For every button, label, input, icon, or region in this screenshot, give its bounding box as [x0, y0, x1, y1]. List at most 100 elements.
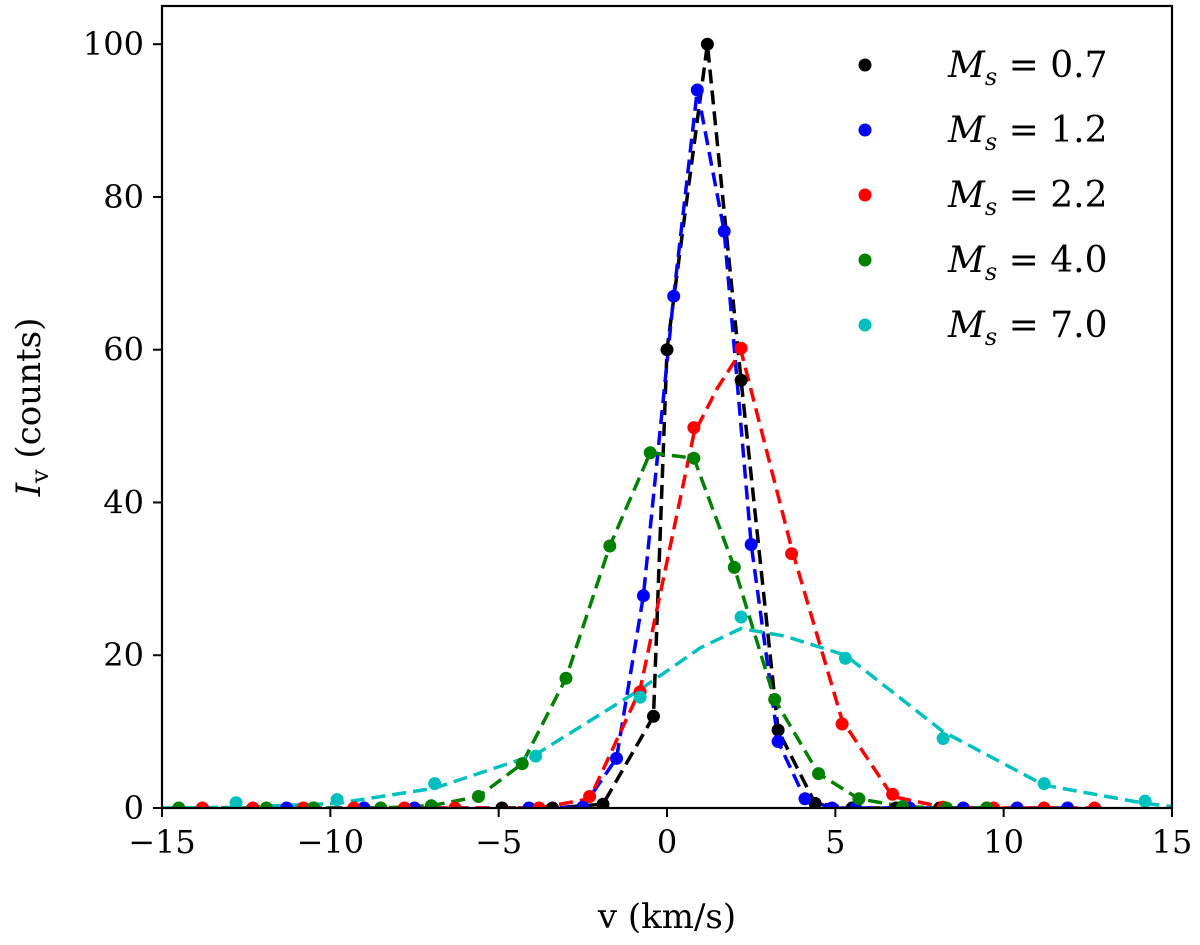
- data-point-series-3: [307, 801, 320, 808]
- data-point-series-4: [229, 796, 243, 808]
- data-point-series-2: [195, 801, 209, 808]
- legend-marker-2: [858, 188, 872, 202]
- data-point-series-3: [727, 560, 741, 574]
- data-point-series-4: [1037, 777, 1051, 791]
- data-point-series-4: [330, 793, 344, 807]
- x-tick-label: 0: [657, 823, 677, 861]
- data-point-series-3: [896, 800, 910, 808]
- data-point-series-2: [785, 547, 799, 561]
- data-point-series-4: [734, 610, 748, 624]
- legend-label-4: Ms = 7.0: [947, 305, 1108, 351]
- data-point-series-3: [472, 790, 485, 803]
- data-point-series-1: [771, 735, 785, 748]
- data-point-series-4: [1138, 794, 1152, 808]
- x-tick-label: −15: [128, 823, 196, 861]
- data-point-series-1: [357, 801, 371, 808]
- data-point-series-3: [939, 801, 953, 808]
- data-point-series-1: [610, 751, 623, 765]
- legend-marker-1: [858, 123, 872, 137]
- data-point-series-1: [1061, 801, 1075, 808]
- data-point-series-2: [734, 341, 748, 355]
- data-point-series-3: [172, 801, 186, 808]
- data-point-series-1: [956, 801, 970, 808]
- data-point-series-4: [428, 777, 442, 791]
- series-line-3: [178, 450, 987, 808]
- data-point-series-4: [936, 732, 950, 745]
- x-axis-label: v (km/s): [597, 897, 736, 937]
- data-point-series-0: [660, 343, 674, 357]
- y-axis: 0 20 40 60 80 100: [83, 25, 162, 827]
- legend-label-3: Ms = 4.0: [947, 240, 1108, 286]
- x-tick-label: −5: [475, 823, 522, 861]
- legend-label-1: Ms = 1.2: [947, 110, 1108, 156]
- y-axis-label-sub: v: [26, 469, 54, 484]
- data-point-series-3: [374, 801, 388, 808]
- x-tick-label: 10: [983, 823, 1024, 861]
- data-point-series-0: [495, 801, 509, 808]
- data-point-series-3: [259, 801, 273, 808]
- y-tick-label: 0: [124, 789, 144, 827]
- data-point-series-2: [448, 801, 462, 808]
- data-point-series-2: [1088, 801, 1102, 808]
- data-point-series-3: [603, 539, 617, 553]
- y-axis-label-main: I: [9, 482, 49, 497]
- data-point-series-3: [515, 757, 529, 771]
- x-tick-label: 15: [1152, 823, 1193, 861]
- data-point-series-0: [734, 373, 748, 387]
- data-point-series-2: [835, 717, 849, 731]
- data-point-series-1: [408, 801, 421, 808]
- data-point-series-1: [744, 538, 758, 551]
- data-point-series-1: [690, 83, 704, 97]
- series-line-0: [502, 43, 987, 808]
- legend-marker-3: [858, 253, 872, 267]
- data-point-series-2: [583, 790, 597, 803]
- data-point-series-3: [852, 792, 866, 806]
- data-point-series-2: [687, 421, 701, 435]
- data-point-series-0: [596, 797, 610, 808]
- series-line-1: [286, 89, 1068, 808]
- data-point-series-1: [717, 224, 731, 238]
- data-point-series-0: [700, 37, 714, 51]
- y-tick-label: 80: [103, 178, 144, 216]
- data-point-series-0: [647, 709, 660, 723]
- data-point-series-4: [838, 651, 852, 665]
- data-point-series-2: [532, 801, 546, 808]
- x-tick-label: 5: [825, 823, 845, 861]
- data-point-series-3: [768, 693, 782, 706]
- legend-label-2: Ms = 2.2: [947, 175, 1108, 221]
- data-point-series-2: [347, 801, 361, 808]
- legend-label-0: Ms = 0.7: [947, 45, 1108, 91]
- legend-marker-0: [858, 58, 872, 72]
- svg-text:Iv (counts): Iv (counts): [9, 318, 54, 498]
- data-point-series-0: [808, 796, 822, 808]
- x-axis: −15 −10 −5 0 5 10 15: [128, 808, 1192, 861]
- legend-marker-4: [858, 318, 872, 332]
- data-point-series-2: [296, 801, 310, 808]
- data-point-series-1: [522, 801, 536, 808]
- series-line-4: [162, 626, 1172, 808]
- data-point-series-0: [771, 723, 785, 737]
- data-point-series-3: [687, 451, 701, 465]
- y-tick-label: 20: [103, 636, 144, 674]
- data-point-series-3: [424, 799, 438, 808]
- y-tick-label: 100: [83, 25, 144, 63]
- data-point-series-1: [1010, 801, 1024, 808]
- data-point-series-1: [576, 800, 590, 808]
- data-point-series-1: [798, 792, 812, 806]
- x-tick-label: −10: [297, 823, 365, 861]
- data-point-series-1: [280, 801, 294, 808]
- data-point-series-4: [633, 690, 647, 704]
- y-tick-label: 60: [103, 331, 144, 369]
- data-point-series-0: [546, 801, 559, 808]
- data-point-series-2: [886, 787, 900, 801]
- y-tick-label: 40: [103, 483, 144, 521]
- y-axis-label-rest: (counts): [9, 318, 49, 470]
- data-point-series-3: [980, 801, 994, 808]
- data-point-series-2: [1037, 801, 1051, 808]
- data-point-series-2: [246, 801, 260, 808]
- data-point-series-3: [643, 446, 657, 460]
- data-point-series-3: [559, 671, 573, 685]
- data-point-series-1: [636, 589, 650, 603]
- data-point-series-3: [812, 767, 825, 781]
